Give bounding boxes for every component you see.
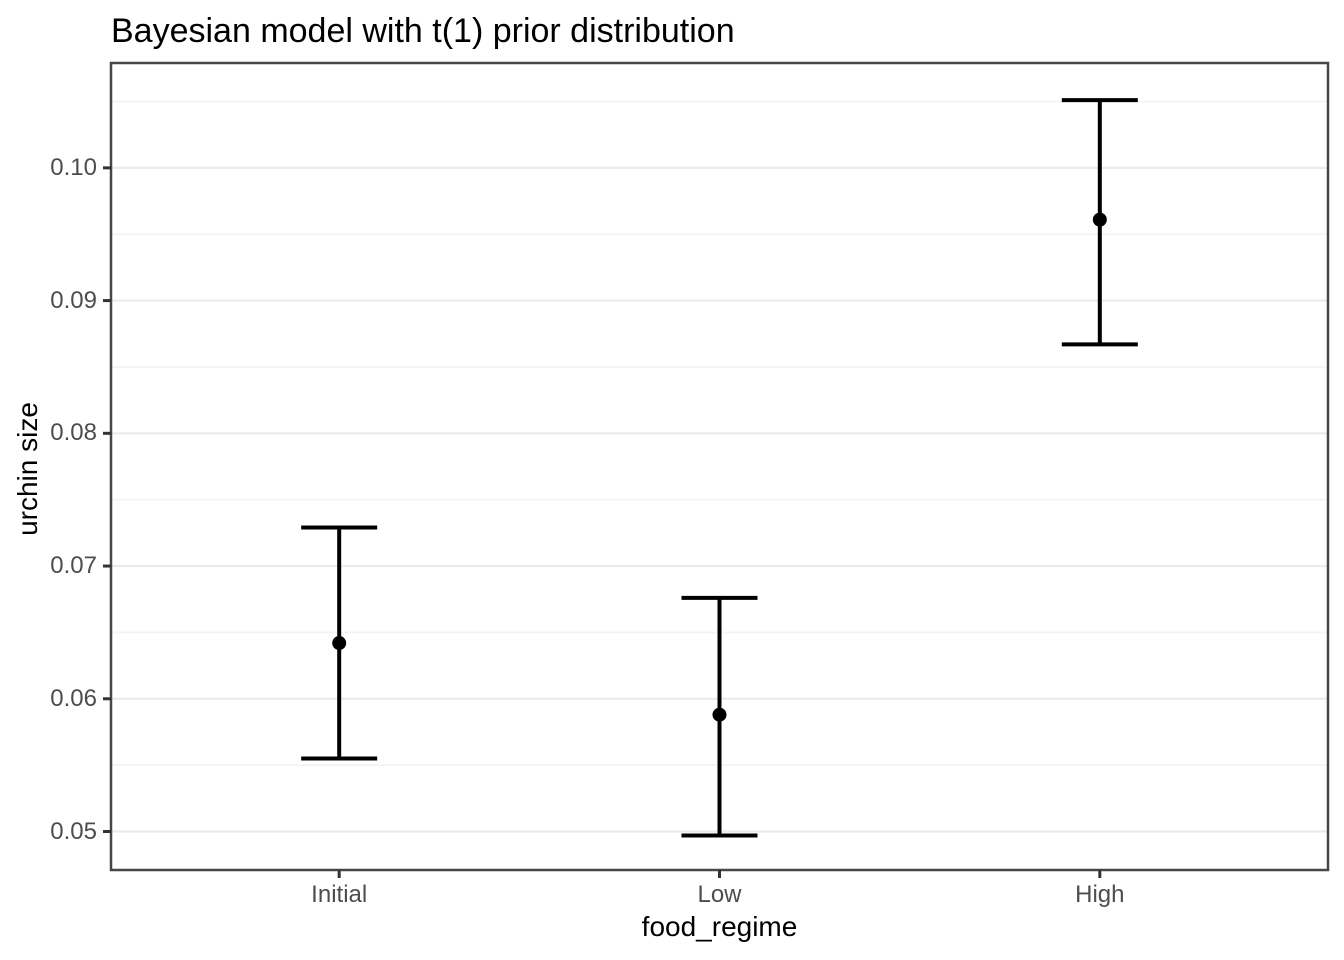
plot-title: Bayesian model with t(1) prior distribut…	[111, 12, 735, 50]
x-tick-label-high: High	[1075, 881, 1125, 908]
data-point-low	[712, 707, 727, 722]
x-axis-title: food_regime	[641, 911, 798, 942]
y-tick-label-0.07: 0.07	[50, 552, 97, 580]
data-point-high	[1092, 212, 1107, 227]
y-tick-label-0.05: 0.05	[50, 817, 97, 845]
data-point-initial	[332, 636, 347, 651]
y-tick-label-0.10: 0.10	[50, 153, 97, 181]
x-tick-label-initial: Initial	[311, 881, 368, 908]
y-tick-label-0.09: 0.09	[50, 286, 97, 314]
y-axis-title: urchin size	[12, 402, 43, 536]
y-tick-label-0.06: 0.06	[50, 684, 97, 712]
y-tick-label-0.08: 0.08	[50, 419, 97, 447]
x-tick-label-low: Low	[697, 881, 742, 908]
